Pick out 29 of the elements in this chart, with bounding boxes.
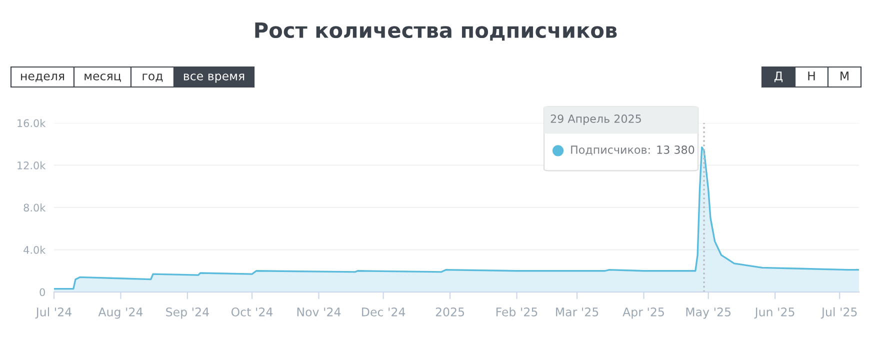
x-tick-label: Apr '25 bbox=[622, 307, 664, 319]
y-tick-label: 4.0k bbox=[24, 246, 46, 254]
y-tick-label: 0 bbox=[40, 288, 45, 296]
x-tick-label: Dec '24 bbox=[362, 307, 406, 316]
legend-label: Подписчиков: bbox=[571, 146, 650, 156]
y-tick-label: 16.0k bbox=[18, 119, 46, 128]
x-tick-label: Sep '24 bbox=[166, 307, 209, 319]
text: неделя bbox=[21, 74, 64, 82]
text: месяц bbox=[84, 74, 121, 82]
x-tick-label: Jul '24 bbox=[35, 307, 72, 319]
text: год bbox=[142, 74, 163, 82]
annotation: 29 Апрель 2025 bbox=[550, 114, 641, 126]
x-tick-label: Mar '25 bbox=[556, 307, 598, 316]
x-tick-label: Aug '24 bbox=[98, 307, 143, 319]
x-tick-label: Jun '25 bbox=[754, 307, 794, 319]
x-tick-label: May '25 bbox=[686, 307, 731, 319]
x-tick-label: Feb '25 bbox=[496, 307, 538, 316]
x-tick-label: Oct '24 bbox=[231, 307, 273, 316]
chart-title: Рост количества подписчиков bbox=[255, 22, 617, 41]
annotation: 13 380 bbox=[657, 145, 694, 154]
y-tick-label: 12.0k bbox=[18, 161, 46, 170]
text: Н bbox=[808, 72, 815, 80]
text: все время bbox=[184, 74, 244, 83]
x-tick-label: Jul '25 bbox=[820, 307, 857, 319]
text: Д bbox=[774, 72, 783, 82]
y-tick-label: 8.0k bbox=[24, 204, 46, 212]
x-tick-label: Nov '24 bbox=[297, 307, 341, 316]
text: М bbox=[840, 72, 848, 80]
x-tick-label: 2025 bbox=[436, 307, 464, 316]
